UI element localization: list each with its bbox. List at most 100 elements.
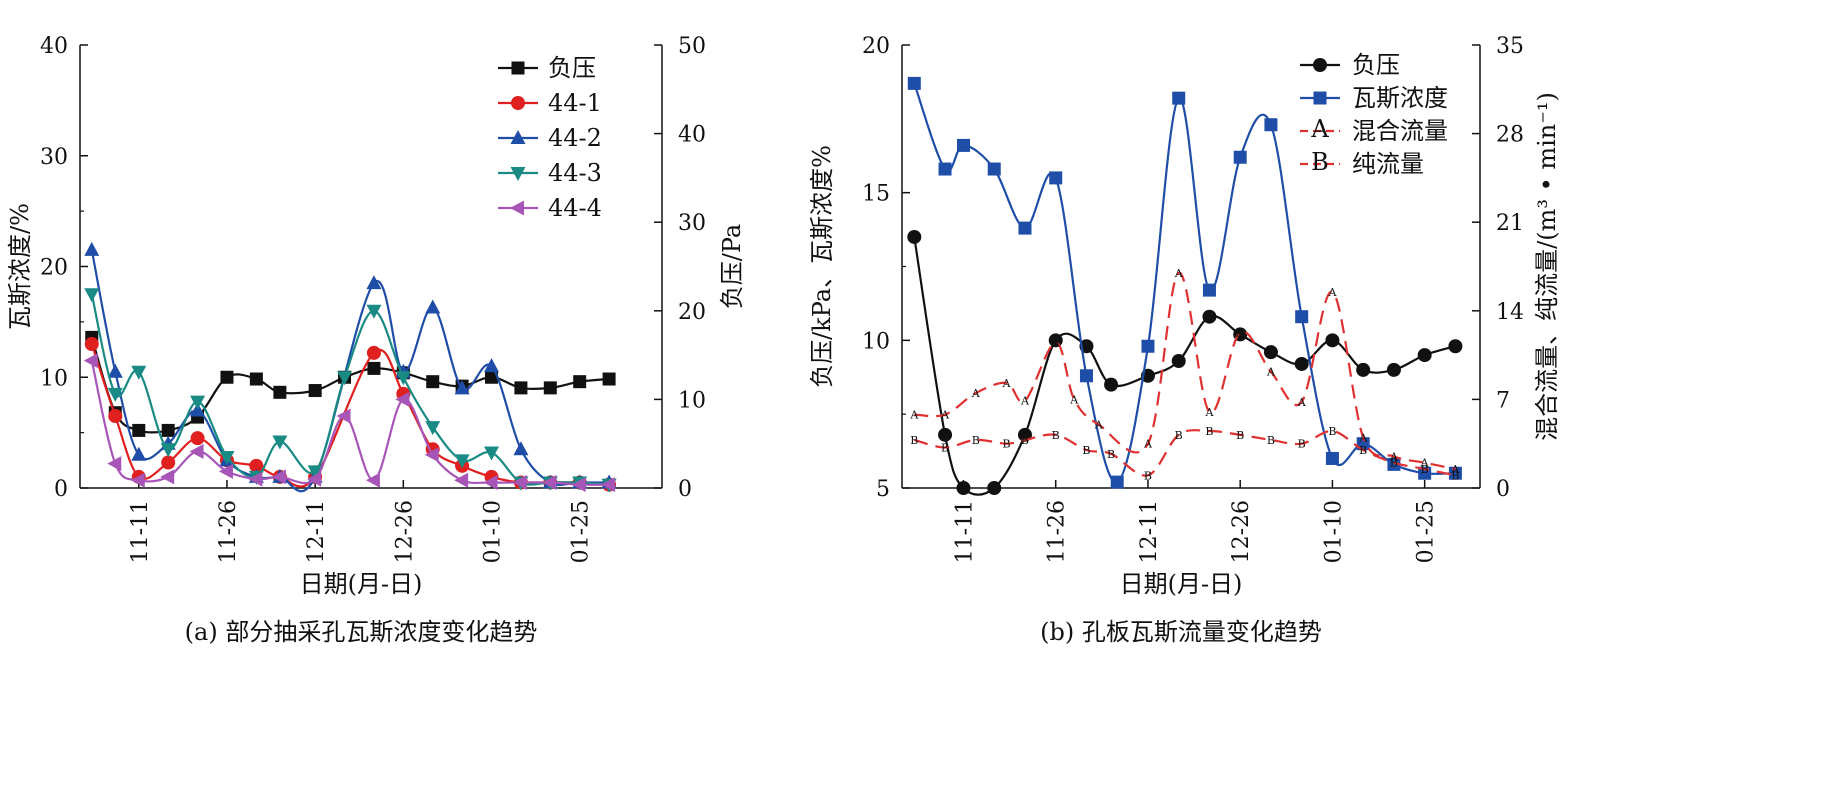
y-right-tick-label: 28 (1496, 123, 1524, 148)
legend-marker (510, 130, 526, 144)
data-point (956, 481, 971, 495)
data-point: A (1051, 336, 1061, 349)
y-left-tick-label: 30 (40, 145, 68, 170)
data-point (1110, 475, 1124, 489)
data-point: A (1235, 326, 1245, 339)
data-point (1141, 339, 1155, 353)
data-point: B (1267, 434, 1275, 447)
data-point (161, 423, 175, 437)
data-point (907, 229, 922, 244)
y-left-tick-label: 20 (40, 256, 68, 281)
data-point (1233, 150, 1247, 164)
data-point: B (1175, 429, 1183, 442)
data-point: A (1266, 366, 1276, 379)
data-point: A (940, 409, 950, 422)
series-44-4 (83, 353, 616, 493)
data-point (1294, 356, 1309, 371)
data-point (426, 375, 440, 389)
data-point (987, 162, 1001, 176)
data-point (454, 472, 469, 488)
data-point (131, 365, 147, 380)
data-point: A (1327, 286, 1337, 299)
data-point (938, 427, 953, 442)
x-axis-title: 日期(月-日) (1120, 570, 1243, 598)
x-tick-label: 11-11 (952, 500, 977, 563)
data-point (484, 358, 500, 373)
data-point: B (1021, 434, 1029, 447)
data-point (1448, 466, 1462, 480)
data-point (601, 477, 616, 493)
data-point (484, 446, 500, 461)
data-point (907, 76, 921, 90)
x-tick-label: 01-25 (569, 500, 594, 563)
data-point (307, 471, 322, 487)
chart-b-group: 5 10 15 20 0 7 14 21 28 35 11-11 11-26 12-11 12-26 01-… (808, 34, 1561, 646)
data-point (130, 472, 145, 488)
x-tick-label: 12-26 (392, 500, 417, 563)
y-left-tick-label: 0 (54, 477, 68, 502)
data-point: A (1002, 377, 1012, 390)
data-point: A (1420, 457, 1430, 470)
data-point (602, 372, 616, 386)
data-point (337, 371, 353, 386)
data-point (366, 304, 382, 319)
data-point: A (971, 387, 981, 400)
data-point: B (1052, 429, 1060, 442)
x-tick-label: 01-10 (481, 500, 506, 563)
data-point: B (1298, 438, 1306, 451)
data-point: A (1204, 406, 1214, 419)
data-point (84, 241, 100, 256)
data-point (514, 381, 528, 395)
legend-marker (1313, 91, 1327, 105)
y-left-tick-label: 20 (862, 34, 890, 59)
legend-marker (510, 200, 524, 216)
data-point (1325, 451, 1339, 465)
data-point (107, 387, 123, 402)
data-point: B (941, 441, 949, 454)
data-point (131, 446, 147, 461)
data-point (425, 299, 441, 314)
data-point (366, 275, 382, 290)
data-point (189, 443, 204, 459)
data-point (273, 385, 287, 399)
x-tick-label: 11-11 (128, 500, 153, 563)
data-point (573, 375, 587, 389)
y-left-axis-title: 负压/kPa、瓦斯浓度% (808, 145, 836, 388)
y-right-tick-label: 20 (678, 300, 706, 325)
x-tick-label: 12-11 (304, 500, 329, 563)
data-point (542, 474, 557, 490)
data-point (395, 391, 410, 407)
x-tick-label: 12-26 (1229, 500, 1254, 563)
data-point (454, 380, 470, 395)
y-right-tick-label: 21 (1496, 211, 1524, 236)
data-point: B (1144, 469, 1152, 482)
data-point (1386, 362, 1401, 377)
y-right-tick-label: 35 (1496, 34, 1524, 59)
data-point (1417, 348, 1432, 363)
data-point: B (1451, 469, 1459, 482)
legend-label: 混合流量 (1352, 117, 1448, 145)
data-point (1356, 362, 1371, 377)
data-point (1387, 457, 1401, 471)
data-point (1264, 118, 1278, 132)
data-point (132, 423, 146, 437)
x-tick-label: 11-26 (1045, 500, 1070, 563)
data-point (307, 465, 323, 480)
chart-caption: (a) 部分抽采孔瓦斯浓度变化趋势 (185, 618, 538, 646)
y-left-axis-title: 瓦斯浓度/% (6, 203, 34, 330)
legend-marker (510, 167, 526, 181)
series-line (914, 271, 1456, 471)
data-point: B (1359, 444, 1367, 457)
y-right-tick-label: 0 (678, 477, 692, 502)
data-point (190, 431, 205, 446)
data-point: B (1082, 444, 1090, 457)
y-right-axis-title: 混合流量、纯流量/(m³ • min⁻¹) (1533, 92, 1561, 441)
data-point (107, 456, 122, 472)
legend-marker (511, 61, 525, 75)
legend-label: 负压 (1352, 51, 1400, 79)
data-point: A (1094, 419, 1104, 432)
data-point (365, 472, 380, 488)
y-right-tick-label: 40 (678, 123, 706, 148)
y-left-tick-label: 10 (862, 329, 890, 354)
